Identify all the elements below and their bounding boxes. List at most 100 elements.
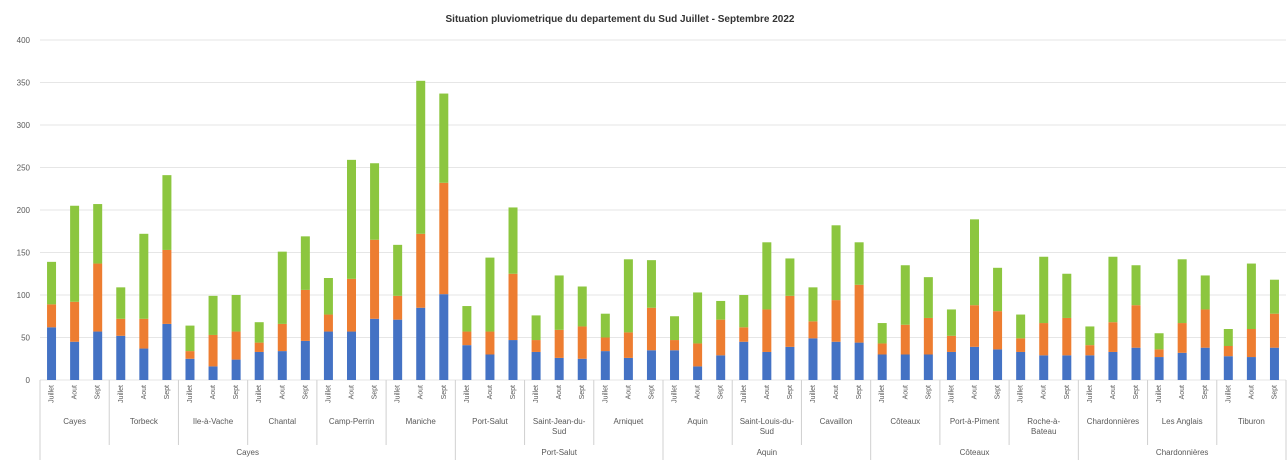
month-label: Juillet (464, 385, 471, 403)
month-label: Aout (487, 385, 494, 399)
bar-segment (623, 259, 633, 333)
bar-segment (393, 295, 403, 320)
bar-segment (1016, 314, 1026, 339)
bar-segment (877, 343, 887, 355)
bar-segment (93, 204, 103, 264)
group-label: Cayes (236, 448, 259, 457)
bar-segment (462, 345, 472, 380)
month-label: Aout (349, 385, 356, 399)
bar-segment (1200, 309, 1210, 348)
month-label: Aout (972, 385, 979, 399)
month-label: Aout (210, 385, 217, 399)
bar-segment (370, 163, 380, 240)
bar-segment (416, 80, 426, 234)
bar-segment (231, 359, 241, 380)
bar-segment (577, 286, 587, 327)
bar-segment (1039, 256, 1049, 324)
bar-segment (347, 331, 356, 380)
bar-segment (323, 331, 333, 380)
bar-segment (739, 341, 749, 380)
bar-segment (254, 342, 264, 352)
bar-segment (485, 331, 495, 355)
bar-segment (785, 346, 795, 380)
bar-segment (554, 329, 564, 358)
bar-segment (439, 93, 449, 183)
bar-segment (739, 295, 749, 328)
month-label: Sept (648, 385, 655, 399)
bar-segment (646, 307, 656, 351)
month-label: Aout (1179, 385, 1186, 399)
bar-segment (1016, 338, 1026, 352)
y-tick-label: 300 (17, 121, 31, 130)
bar-segment (1108, 351, 1118, 380)
month-label: Juillet (948, 385, 955, 403)
month-label: Aout (141, 385, 148, 399)
y-tick-label: 150 (17, 249, 31, 258)
bar-segment (785, 258, 795, 296)
bar-segment (1223, 356, 1233, 380)
month-label: Aout (625, 385, 632, 399)
bar-segment (1177, 323, 1187, 353)
bar-segment (1269, 313, 1279, 348)
bar-segment (646, 350, 656, 380)
bar-segment (277, 323, 287, 352)
bar-segment (162, 175, 172, 250)
month-label: Aout (72, 385, 79, 399)
commune-label: Saint-Jean-du-Sud (533, 417, 586, 436)
bar-segment (716, 319, 726, 356)
bar-segment (323, 314, 333, 332)
bar-segment (970, 346, 979, 380)
month-label: Sept (1202, 385, 1209, 399)
commune-label: Côteaux (890, 417, 920, 426)
bar-segment (923, 317, 933, 355)
bar-segment (116, 318, 126, 336)
month-label: Aout (833, 385, 840, 399)
bar-segment (185, 325, 195, 352)
group-label: Chardonnières (1156, 448, 1208, 457)
x-axis: Juillet Aout Sept Cayes Juillet Aout Sept Torbe… (39, 380, 1287, 460)
bar-segment (462, 331, 472, 346)
bar-segment (1246, 357, 1256, 380)
month-label: Aout (764, 385, 771, 399)
bar-segment (946, 309, 956, 336)
bar-segment (1246, 263, 1256, 329)
bar-segment (277, 351, 287, 380)
month-label: Sept (95, 385, 102, 399)
commune-label: Aquin (687, 417, 707, 426)
bar-segment (854, 242, 864, 285)
bar-segment (116, 335, 126, 380)
bar-segment (1039, 355, 1049, 380)
bar-segment (47, 261, 57, 305)
bar-segment (670, 316, 680, 341)
bar-segment (139, 318, 149, 349)
month-label: Aout (695, 385, 702, 399)
bar-segment (393, 319, 403, 380)
bar-segment (577, 326, 587, 359)
commune-label: Cavaillon (820, 417, 853, 426)
commune-label: Roche-à-Bateau (1027, 417, 1060, 436)
bar-segment (162, 249, 172, 324)
bar-segment (831, 300, 841, 342)
month-label: Sept (233, 385, 240, 399)
bar-segment (693, 292, 703, 344)
bar-segment (1131, 305, 1141, 348)
bar-segment (531, 351, 541, 380)
month-label: Juillet (672, 385, 679, 403)
bar-segment (300, 289, 310, 341)
y-tick-label: 250 (17, 164, 31, 173)
bar-segment (1223, 346, 1233, 357)
bar-segment (1269, 279, 1279, 314)
group-label: Aquin (757, 448, 777, 457)
bar-segment (277, 251, 287, 324)
y-tick-label: 0 (26, 376, 31, 385)
month-label: Juillet (741, 385, 748, 403)
month-label: Aout (902, 385, 909, 399)
bar-segment (300, 236, 310, 290)
bar-segment (1085, 326, 1095, 346)
bar-segment (900, 324, 910, 355)
bar-segment (1154, 357, 1164, 380)
bar-segment (531, 340, 541, 352)
bar-segment (716, 355, 726, 380)
month-label: Juillet (810, 385, 817, 403)
